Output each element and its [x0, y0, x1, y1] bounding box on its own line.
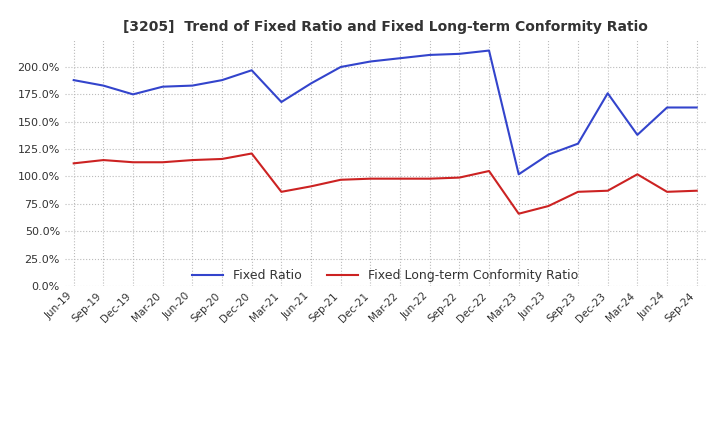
Fixed Long-term Conformity Ratio	[544, 203, 553, 209]
Fixed Ratio	[633, 132, 642, 138]
Fixed Long-term Conformity Ratio	[248, 151, 256, 156]
Fixed Long-term Conformity Ratio	[129, 160, 138, 165]
Fixed Long-term Conformity Ratio	[158, 160, 167, 165]
Fixed Ratio	[158, 84, 167, 89]
Fixed Ratio	[277, 99, 286, 105]
Fixed Ratio	[396, 55, 405, 61]
Fixed Ratio	[366, 59, 374, 64]
Fixed Long-term Conformity Ratio	[574, 189, 582, 194]
Legend: Fixed Ratio, Fixed Long-term Conformity Ratio: Fixed Ratio, Fixed Long-term Conformity …	[192, 269, 578, 282]
Fixed Long-term Conformity Ratio	[455, 175, 464, 180]
Fixed Long-term Conformity Ratio	[188, 158, 197, 163]
Fixed Ratio	[336, 64, 345, 70]
Fixed Ratio	[574, 141, 582, 146]
Title: [3205]  Trend of Fixed Ratio and Fixed Long-term Conformity Ratio: [3205] Trend of Fixed Ratio and Fixed Lo…	[123, 20, 647, 34]
Fixed Ratio	[485, 48, 493, 53]
Fixed Long-term Conformity Ratio	[277, 189, 286, 194]
Fixed Long-term Conformity Ratio	[336, 177, 345, 183]
Fixed Ratio	[129, 92, 138, 97]
Fixed Long-term Conformity Ratio	[396, 176, 405, 181]
Fixed Long-term Conformity Ratio	[514, 211, 523, 216]
Fixed Ratio	[662, 105, 671, 110]
Fixed Ratio	[188, 83, 197, 88]
Fixed Long-term Conformity Ratio	[603, 188, 612, 193]
Fixed Long-term Conformity Ratio	[662, 189, 671, 194]
Line: Fixed Ratio: Fixed Ratio	[73, 51, 697, 174]
Fixed Long-term Conformity Ratio	[366, 176, 374, 181]
Fixed Ratio	[426, 52, 434, 58]
Fixed Long-term Conformity Ratio	[307, 184, 315, 189]
Fixed Ratio	[544, 152, 553, 157]
Fixed Ratio	[307, 81, 315, 86]
Fixed Long-term Conformity Ratio	[426, 176, 434, 181]
Fixed Ratio	[693, 105, 701, 110]
Fixed Long-term Conformity Ratio	[217, 156, 226, 161]
Fixed Long-term Conformity Ratio	[633, 172, 642, 177]
Fixed Ratio	[248, 68, 256, 73]
Fixed Ratio	[99, 83, 108, 88]
Fixed Ratio	[217, 77, 226, 83]
Fixed Long-term Conformity Ratio	[69, 161, 78, 166]
Fixed Long-term Conformity Ratio	[99, 158, 108, 163]
Fixed Ratio	[69, 77, 78, 83]
Fixed Long-term Conformity Ratio	[485, 169, 493, 174]
Fixed Ratio	[603, 91, 612, 96]
Fixed Long-term Conformity Ratio	[693, 188, 701, 193]
Line: Fixed Long-term Conformity Ratio: Fixed Long-term Conformity Ratio	[73, 154, 697, 214]
Fixed Ratio	[455, 51, 464, 56]
Fixed Ratio	[514, 172, 523, 177]
